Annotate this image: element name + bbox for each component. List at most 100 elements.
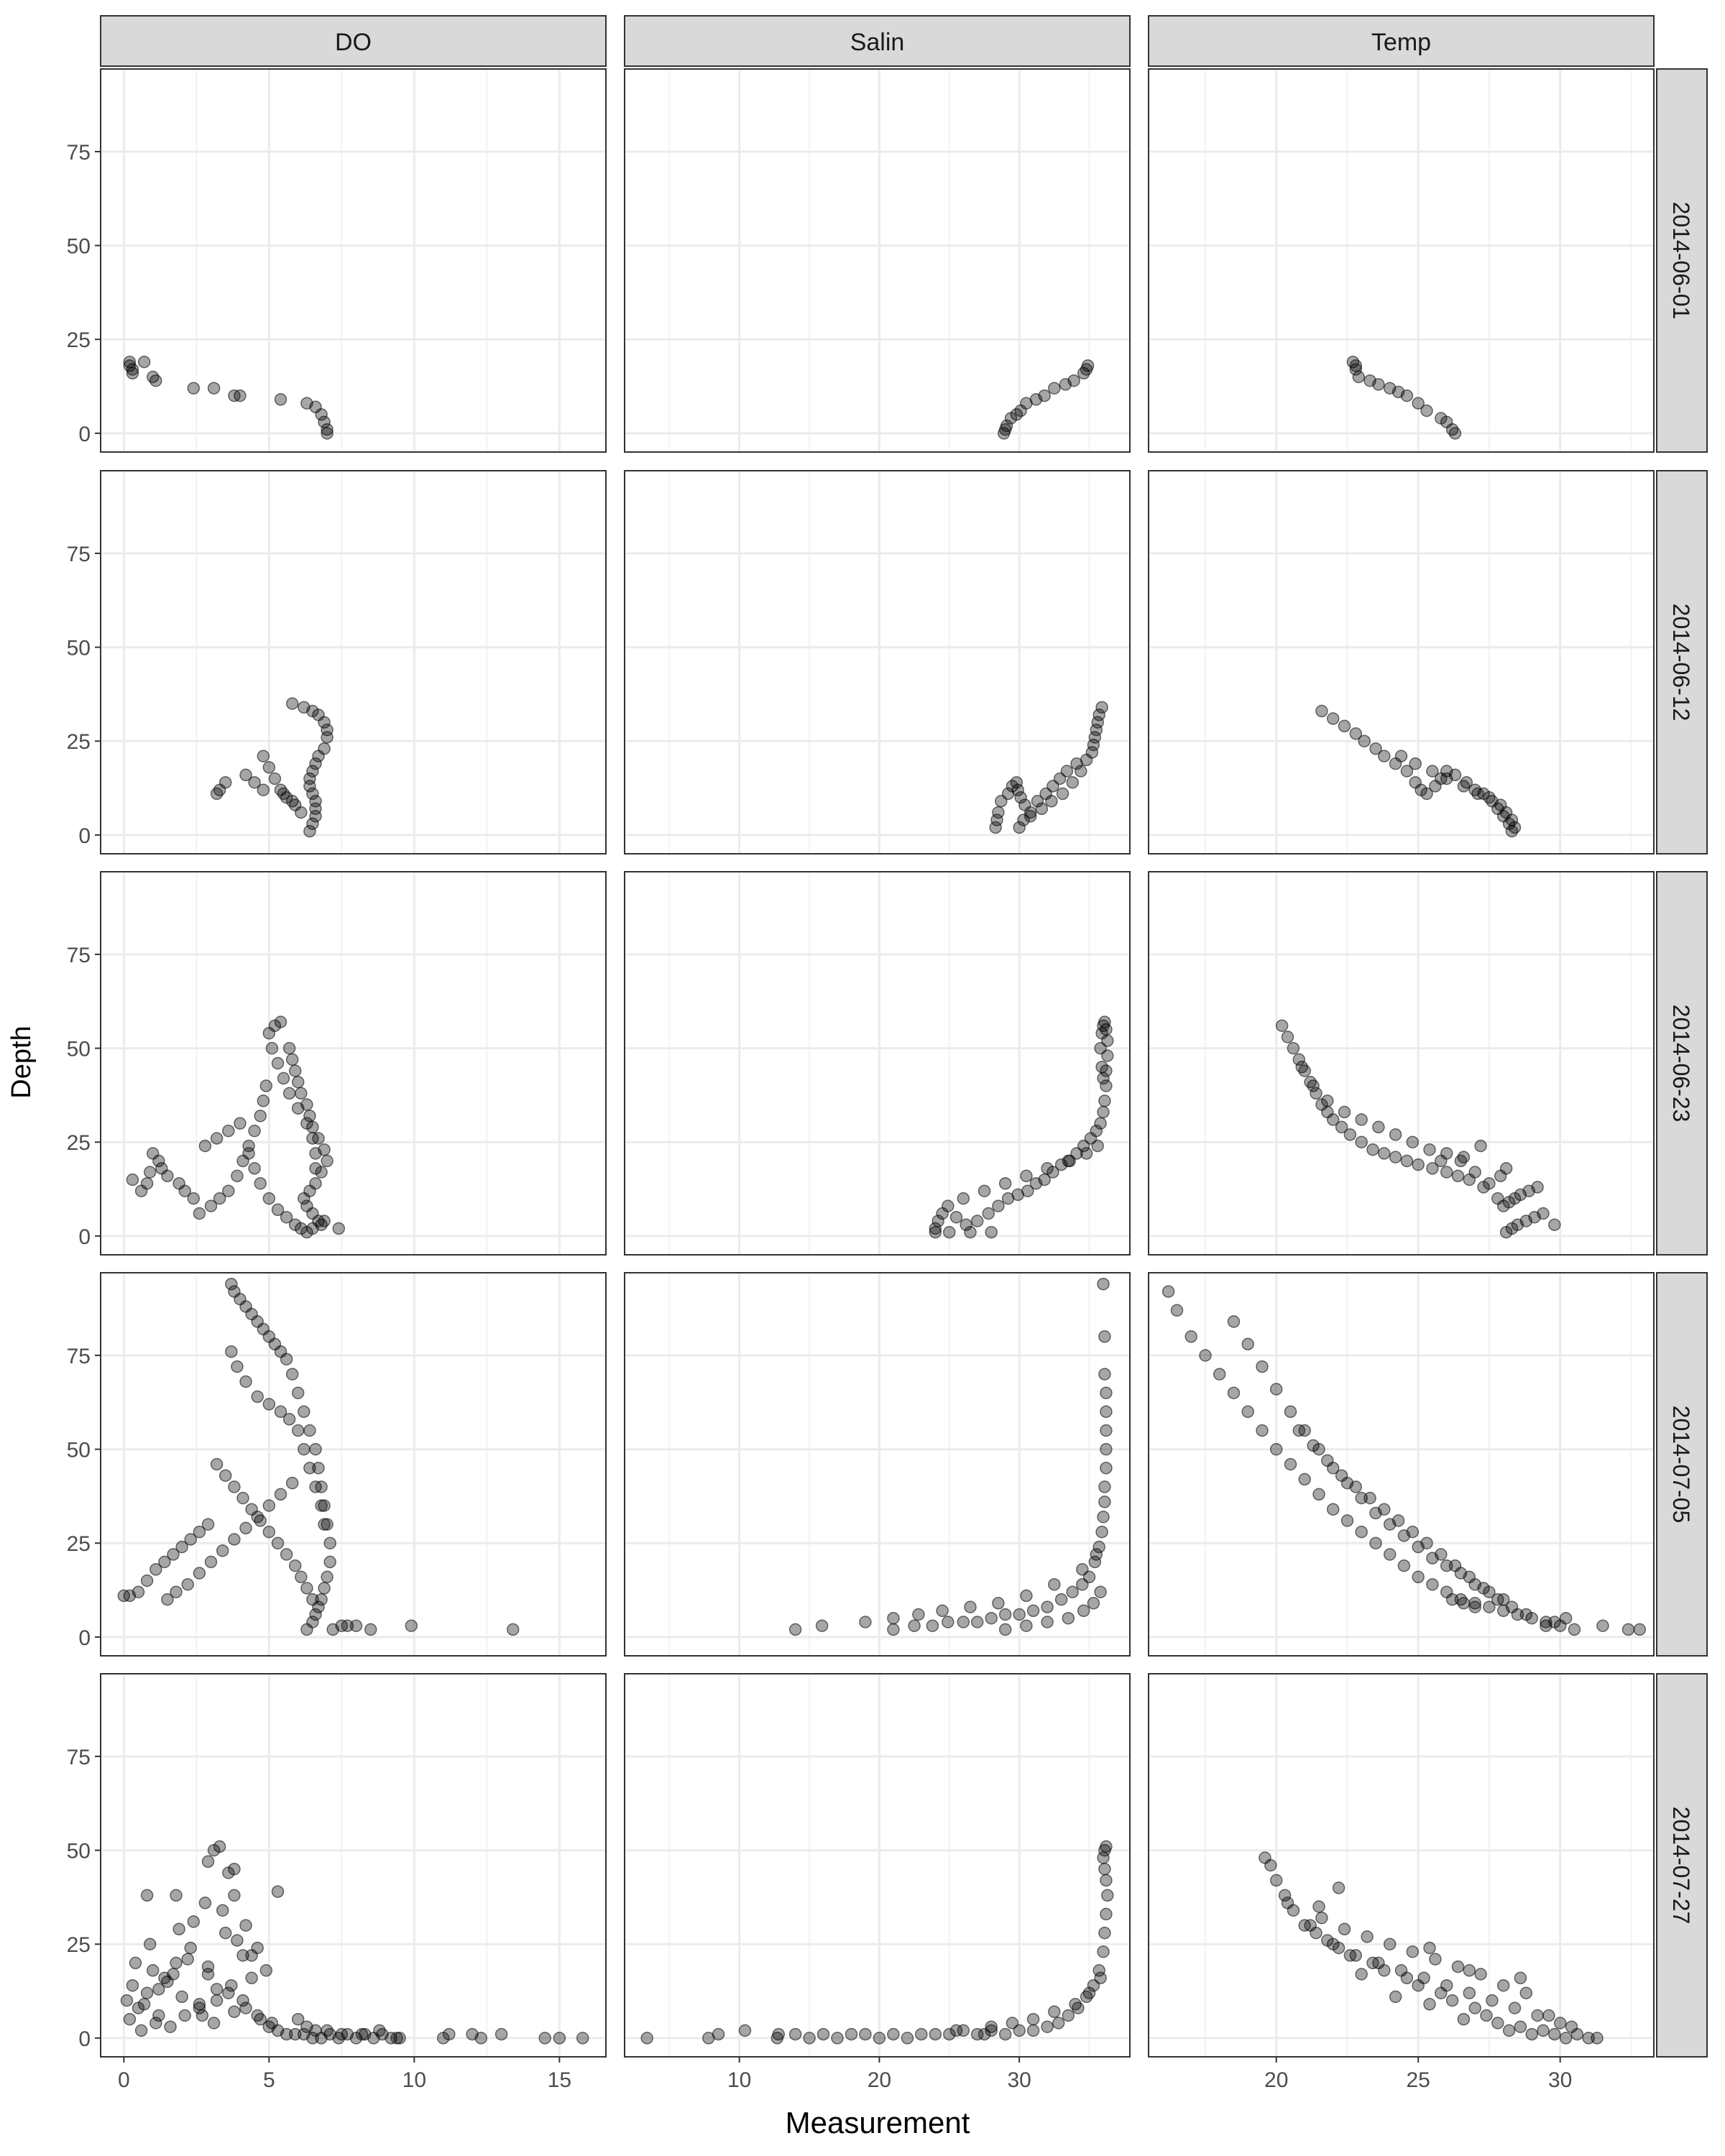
data-point: [1326, 1938, 1340, 1950]
data-point: [318, 1215, 331, 1227]
panel-border: [1148, 1673, 1655, 2058]
data-point: [288, 1559, 302, 1572]
data-point: [1092, 1540, 1105, 1554]
data-point: [332, 1222, 346, 1235]
data-point: [985, 1225, 998, 1239]
data-point: [126, 1173, 139, 1187]
data-point: [1355, 1135, 1368, 1148]
data-point: [207, 2017, 221, 2030]
data-point: [1440, 1978, 1453, 1992]
data-point: [998, 1176, 1012, 1190]
data-point: [1091, 1139, 1104, 1153]
data-point: [262, 1192, 276, 1205]
data-point: [175, 1990, 188, 2004]
panel-border: [1148, 470, 1655, 854]
data-point: [390, 2032, 403, 2045]
data-point: [187, 382, 201, 395]
facet-panels: DO Salin Temp2014-06-0102550752014-06-1202…: [67, 15, 1708, 2092]
data-point: [1531, 2009, 1544, 2022]
data-point: [1098, 1480, 1111, 1493]
data-point: [1087, 1597, 1100, 1610]
column-strip-label: DO: [335, 29, 372, 56]
data-point: [210, 787, 224, 801]
data-point: [929, 1225, 942, 1239]
data-point: [271, 1056, 285, 1070]
data-point: [1400, 1154, 1414, 1168]
data-point: [1355, 1525, 1368, 1539]
data-point: [146, 1964, 160, 1977]
data-point: [405, 1619, 418, 1632]
data-point: [364, 1623, 377, 1636]
data-point: [274, 1015, 288, 1028]
panel-background: [625, 1273, 1130, 1656]
data-point: [1343, 1128, 1357, 1141]
data-point: [1514, 2020, 1527, 2033]
data-point: [309, 1147, 322, 1160]
data-point: [309, 1162, 322, 1175]
data-point: [964, 1225, 977, 1239]
data-point: [1056, 787, 1070, 801]
data-point: [1582, 2032, 1595, 2045]
data-point: [1494, 798, 1507, 811]
data-point: [949, 1210, 963, 1224]
data-point: [1298, 1473, 1311, 1486]
data-point: [1445, 1593, 1459, 1606]
data-point: [262, 761, 276, 774]
data-point: [318, 742, 331, 755]
data-point: [859, 1616, 872, 1628]
data-point: [300, 1199, 313, 1212]
panel-border: [624, 1673, 1131, 2058]
panel-border: [100, 68, 607, 453]
data-point: [140, 1574, 154, 1588]
data-point: [323, 1537, 336, 1549]
y-tick-label: 25: [67, 1131, 91, 1155]
data-point: [1426, 1577, 1439, 1591]
data-point: [1090, 1548, 1103, 1561]
data-point: [288, 2027, 302, 2041]
data-point: [1292, 1053, 1306, 1067]
y-tick-label: 75: [67, 944, 91, 967]
data-point: [201, 1960, 215, 1973]
data-point: [306, 2032, 319, 2045]
data-point: [321, 1154, 334, 1168]
data-point: [1338, 719, 1351, 733]
data-point: [225, 1978, 238, 1992]
data-point: [1100, 1461, 1113, 1475]
panel-background: [625, 69, 1130, 452]
data-point: [1519, 1986, 1533, 1999]
data-point: [1468, 1600, 1481, 1613]
data-point: [150, 1563, 162, 1576]
data-point: [1094, 1117, 1107, 1130]
data-point: [1548, 1218, 1561, 1231]
data-point: [1559, 2032, 1573, 2045]
data-point: [1448, 1559, 1462, 1572]
data-point: [1483, 791, 1496, 804]
data-point: [306, 787, 319, 801]
data-point: [1213, 1368, 1226, 1381]
data-point: [216, 1544, 229, 1557]
data-point: [1095, 1026, 1108, 1040]
data-point: [268, 772, 282, 786]
row-strip: [1656, 470, 1708, 854]
data-point: [1013, 821, 1026, 834]
data-point: [303, 772, 316, 786]
data-point: [1100, 1442, 1113, 1456]
data-point: [201, 1855, 215, 1869]
data-point: [143, 1938, 157, 1950]
row-strip: [1656, 68, 1708, 453]
data-point: [1435, 1548, 1448, 1561]
data-point: [1483, 1600, 1496, 1613]
panel-border: [624, 470, 1131, 854]
data-point: [1011, 783, 1024, 796]
data-point: [291, 1424, 305, 1437]
data-point: [341, 1619, 354, 1632]
data-point: [640, 2032, 653, 2045]
data-point: [1568, 1623, 1581, 1636]
data-point: [887, 1611, 900, 1625]
data-point: [178, 2009, 191, 2022]
panel-border: [1148, 1272, 1655, 1657]
y-tick-label: 0: [78, 423, 91, 446]
data-point: [257, 750, 270, 763]
data-point: [887, 1623, 900, 1636]
x-tick-label: 10: [727, 2068, 751, 2092]
